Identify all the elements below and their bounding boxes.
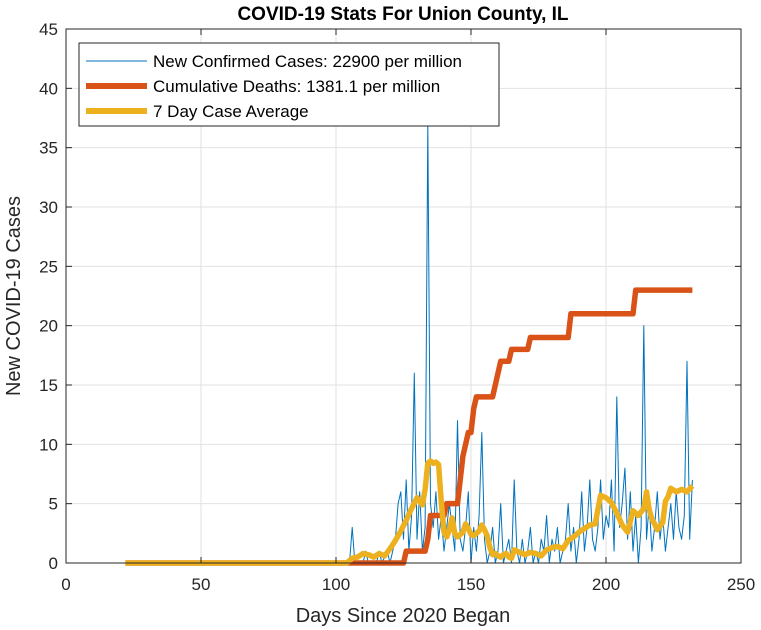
y-tick-label: 15	[39, 376, 58, 395]
series-7-day-average	[125, 458, 695, 566]
x-tick-label: 150	[457, 575, 485, 594]
y-tick-label: 0	[49, 554, 58, 573]
y-tick-label: 25	[39, 257, 58, 276]
x-tick-label: 200	[592, 575, 620, 594]
x-tick-label: 50	[192, 575, 211, 594]
x-tick-label: 250	[727, 575, 755, 594]
y-tick-label: 40	[39, 79, 58, 98]
legend-label-cumulative-deaths: Cumulative Deaths: 1381.1 per million	[153, 77, 440, 96]
y-tick-label: 35	[39, 139, 58, 158]
y-tick-label: 20	[39, 317, 58, 336]
legend-label-new-cases: New Confirmed Cases: 22900 per million	[153, 52, 462, 71]
plot-frame	[65, 28, 742, 564]
y-tick-label: 45	[39, 20, 58, 39]
chart-title: COVID-19 Stats For Union County, IL	[237, 4, 568, 25]
x-axis-label: Days Since 2020 Began	[296, 605, 511, 627]
legend: New Confirmed Cases: 22900 per million C…	[78, 42, 500, 127]
y-tick-label: 5	[49, 495, 58, 514]
ticks: 0 50 100 150 200 250 0 5 10 15 20 25 30 35 40 45	[39, 20, 755, 594]
x-tick-label: 0	[61, 575, 70, 594]
x-tick-label: 100	[322, 575, 350, 594]
legend-label-7day-average: 7 Day Case Average	[153, 102, 309, 121]
legend-box	[78, 42, 500, 127]
y-axis-label: New COVID-19 Cases	[3, 196, 25, 396]
y-tick-label: 30	[39, 198, 58, 217]
series-cumulative-deaths	[125, 287, 693, 566]
y-tick-label: 10	[39, 435, 58, 454]
